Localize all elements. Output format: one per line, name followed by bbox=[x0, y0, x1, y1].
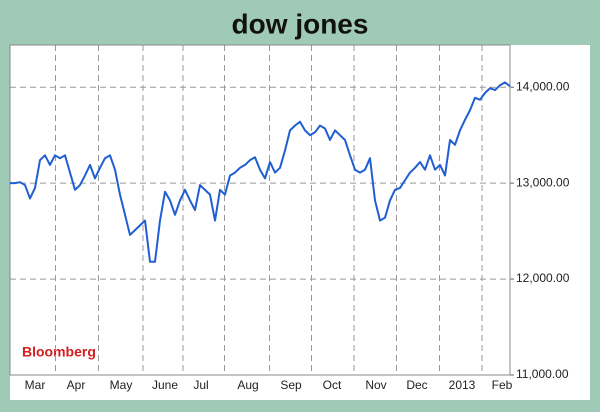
x-tick-label: Mar bbox=[25, 378, 46, 392]
x-tick-label: Nov bbox=[365, 378, 386, 392]
x-tick-label: May bbox=[110, 378, 133, 392]
y-tick-label: 12,000.00 bbox=[516, 271, 570, 285]
x-tick-label: Apr bbox=[67, 378, 86, 392]
x-tick-label: 2013 bbox=[449, 378, 476, 392]
x-tick-label: Aug bbox=[237, 378, 258, 392]
plot-frame bbox=[9, 44, 511, 376]
x-tick-label: Sep bbox=[280, 378, 302, 392]
chart-title: dow jones bbox=[232, 8, 369, 39]
x-tick-label: Feb bbox=[492, 378, 513, 392]
source-label: Bloomberg bbox=[22, 344, 96, 360]
y-tick-label: 11,000.00 bbox=[516, 367, 569, 381]
x-tick-label: Dec bbox=[406, 378, 427, 392]
x-tick-label: Jul bbox=[193, 378, 208, 392]
y-tick-label: 13,000.00 bbox=[516, 175, 570, 189]
y-tick-label: 14,000.00 bbox=[516, 79, 570, 93]
chart-panel bbox=[10, 45, 590, 400]
series-line bbox=[10, 81, 511, 263]
x-tick-label: June bbox=[152, 378, 178, 392]
x-tick-label: Oct bbox=[323, 378, 342, 392]
